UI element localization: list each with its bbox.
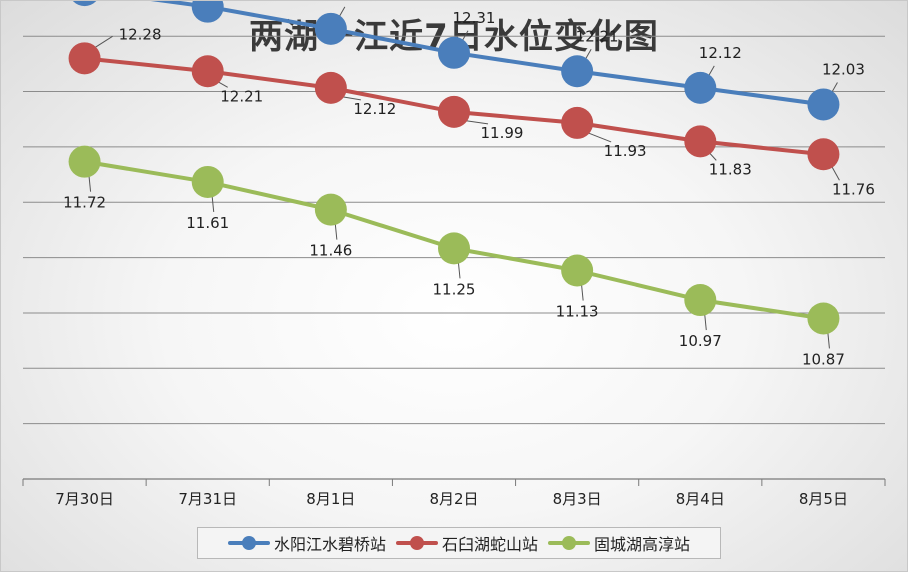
data-point: [807, 138, 840, 171]
x-axis: 7月30日 7月31日 8月1日 8月2日 8月3日 8月4日 8月5日: [22, 478, 886, 508]
data-point: [561, 106, 594, 139]
legend-swatch: [548, 536, 590, 550]
data-label: 11.61: [186, 214, 229, 232]
data-point: [314, 193, 347, 226]
data-point: [72, 1, 97, 7]
data-point: [807, 88, 840, 121]
data-label: 10.87: [802, 350, 845, 368]
data-label: 12.28: [119, 25, 162, 43]
series-2: 12.28 12.21 12.12 11.99 11.93 11.83 11.76: [68, 25, 875, 198]
legend-swatch-marker: [241, 536, 256, 550]
data-point: [561, 55, 594, 88]
legend-item: 石臼湖蛇山站: [395, 531, 538, 555]
series-group: 12.6512.5612.4412.3112.2112.1212.0312.28…: [63, 1, 875, 368]
legend-swatch: [395, 536, 438, 550]
data-point: [438, 36, 470, 69]
legend-label: 石臼湖蛇山站: [441, 535, 538, 554]
data-point: [314, 71, 347, 104]
data-label: 12.44: [329, 1, 372, 3]
data-label: 12.21: [220, 87, 263, 105]
data-point: [684, 125, 717, 158]
data-label: 11.76: [832, 180, 875, 198]
data-point: [438, 232, 470, 265]
x-tick-label: 7月30日: [55, 490, 114, 508]
series-3: 11.72 11.61 11.46 11.25 11.13 10.97 10.87: [63, 145, 845, 368]
data-label: 11.99: [481, 124, 524, 142]
data-label: 12.12: [699, 44, 742, 62]
data-label: 12.21: [576, 27, 619, 45]
data-point: [191, 55, 224, 88]
data-label: 11.46: [309, 242, 352, 260]
legend-label: 固城湖高淳站: [594, 535, 691, 554]
chart-legend: 水阳江水碧桥站 石臼湖蛇山站 固城湖高淳站: [197, 527, 721, 559]
data-point: [191, 1, 224, 23]
data-label: 12.12: [353, 100, 396, 118]
x-tick-label: 8月3日: [553, 490, 602, 508]
data-point: [438, 95, 470, 128]
legend-item: 水阳江水碧桥站: [227, 531, 386, 555]
data-label: 11.93: [604, 142, 647, 160]
data-label: 11.72: [63, 194, 106, 212]
legend-item: 固城湖高淳站: [548, 531, 690, 555]
line-chart: 7月30日7月31日8月1日8月2日8月3日8月4日8月5日12.6512.56…: [22, 1, 886, 508]
data-point: [68, 145, 101, 178]
legend-swatch-marker: [409, 536, 424, 550]
data-point: [191, 165, 224, 198]
data-point: [561, 254, 594, 287]
legend-label: 水阳江水碧桥站: [273, 535, 386, 554]
data-label: 11.83: [709, 160, 752, 178]
data-label: 12.03: [822, 60, 865, 78]
data-point: [314, 12, 347, 45]
data-label: 12.31: [453, 9, 496, 27]
legend-swatch-marker: [562, 536, 576, 550]
data-point: [684, 284, 717, 317]
x-tick-label: 8月4日: [676, 490, 725, 508]
data-label: 11.13: [556, 303, 599, 321]
legend-swatch: [227, 536, 270, 550]
data-point: [684, 71, 717, 104]
x-tick-label: 7月31日: [178, 490, 237, 508]
x-tick-label: 8月5日: [799, 490, 848, 508]
data-point: [807, 302, 840, 335]
x-tick-label: 8月2日: [429, 490, 478, 508]
data-label: 11.25: [433, 280, 476, 298]
data-label: 10.97: [679, 332, 722, 350]
x-tick-label: 8月1日: [306, 490, 355, 508]
data-point: [68, 42, 101, 75]
